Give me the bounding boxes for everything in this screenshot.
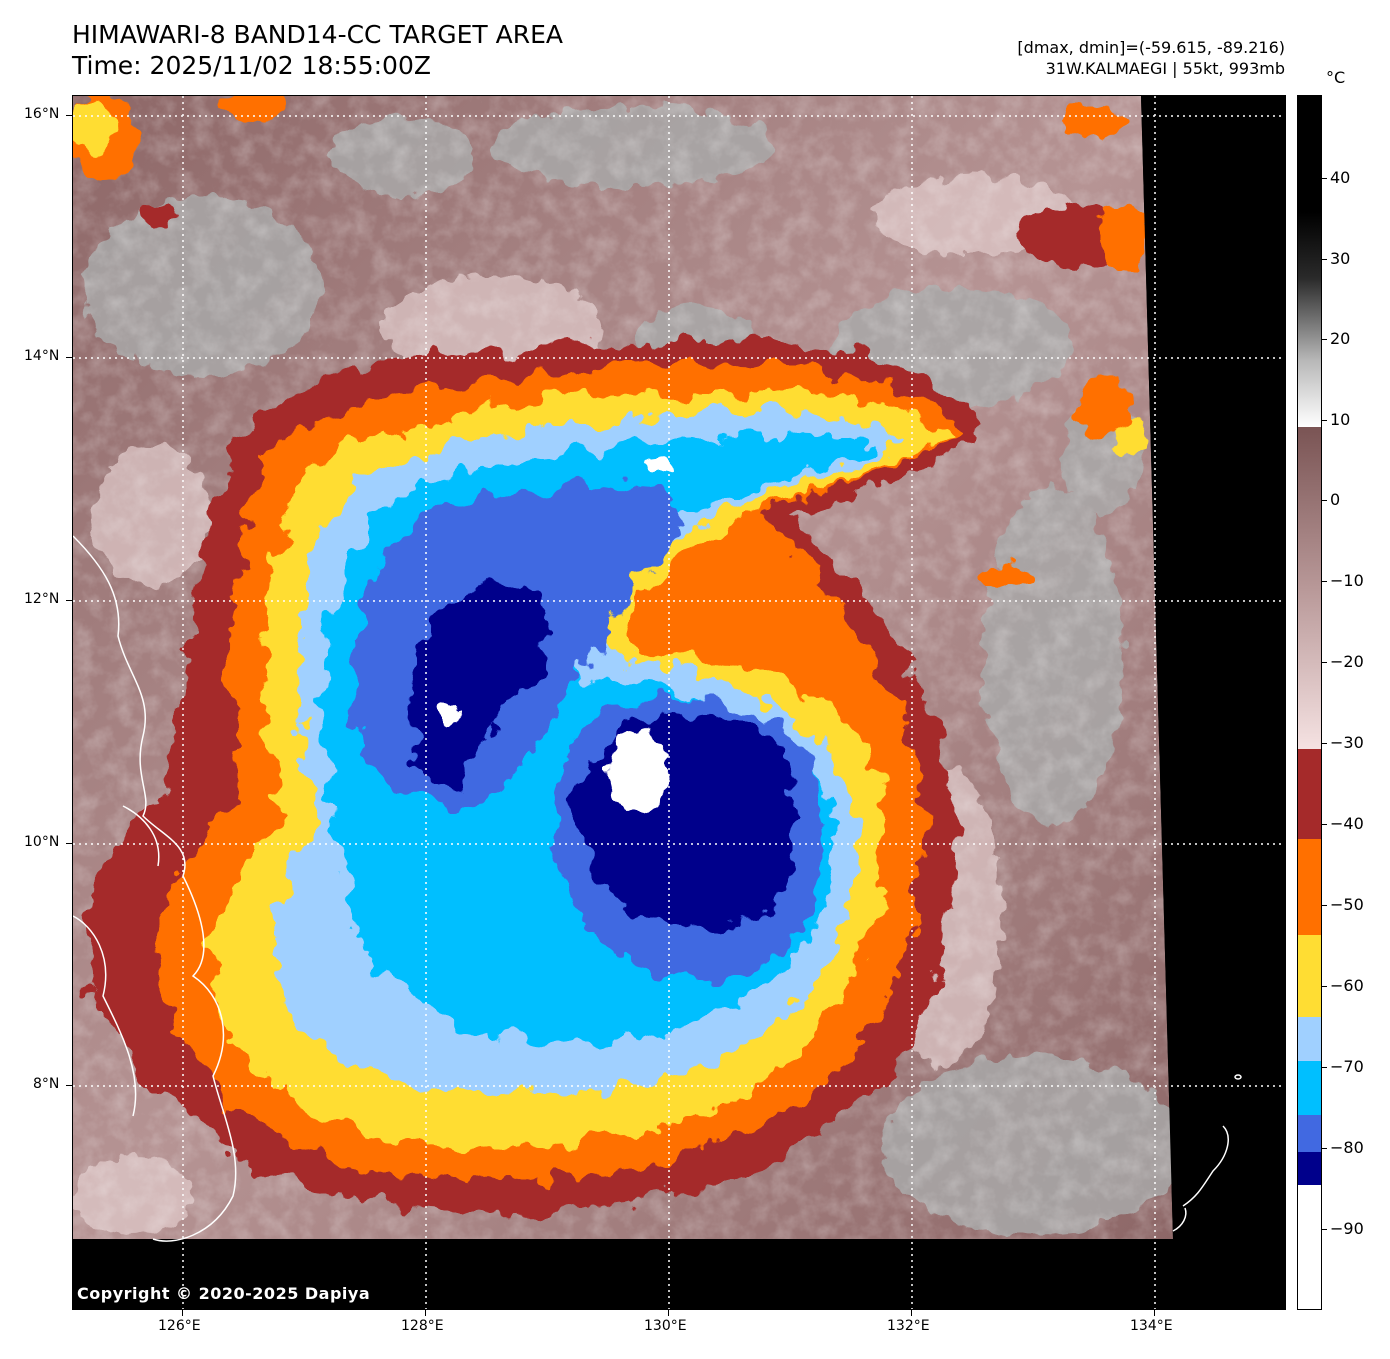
colorbar-tick [1322,178,1327,179]
lat-tick-mark [66,115,72,116]
colorbar-tick [1322,1067,1327,1068]
lon-label-134e: 134°E [1130,1318,1173,1334]
colorbar-unit: °C [1326,68,1346,87]
colorbar-label: −20 [1330,652,1364,671]
colorbar-label: −50 [1330,895,1364,914]
lon-tick-mark [911,1310,912,1316]
lon-tick-mark [1154,1310,1155,1316]
lat-tick-mark [66,600,72,601]
lon-label-130e: 130°E [644,1318,687,1334]
lat-lon-gridlines [73,96,1285,1309]
colorbar-tick [1322,824,1327,825]
colorbar-label: −30 [1330,733,1364,752]
colorbar-label: 30 [1330,249,1351,268]
lat-label-12n: 12°N [24,591,60,607]
colorbar-tick [1322,500,1327,501]
colorbar-tick [1322,420,1327,421]
lon-tick-mark [182,1310,183,1316]
lat-label-8n: 8°N [33,1076,60,1092]
lat-tick-mark [66,1085,72,1086]
colorbar-tick [1322,1148,1327,1149]
satellite-image-map [72,95,1286,1310]
colorbar-label: −70 [1330,1057,1364,1076]
colorbar-label: −80 [1330,1138,1364,1157]
lon-label-132e: 132°E [887,1318,930,1334]
colorbar-tick [1322,581,1327,582]
lat-tick-mark [66,357,72,358]
colorbar-label: −60 [1330,976,1364,995]
colorbar-tick [1322,743,1327,744]
chart-title: HIMAWARI-8 BAND14-CC TARGET AREA [72,20,564,49]
colorbar-label: 40 [1330,168,1351,187]
colorbar-label: 20 [1330,329,1351,348]
storm-info-text: 31W.KALMAEGI | 55kt, 993mb [1045,59,1285,78]
typhoon-cloud-shield [86,340,984,1214]
colorbar-tick [1322,986,1327,987]
colorbar-tick [1322,339,1327,340]
colorbar-label: 0 [1330,490,1341,509]
no-data-region-right [1141,96,1285,1239]
colorbar-label: −10 [1330,571,1364,590]
satellite-image-svg [73,96,1285,1309]
temperature-colorbar [1297,95,1322,1310]
colorbar-tick [1322,1229,1327,1230]
lon-label-128e: 128°E [401,1318,444,1334]
colorbar-tick [1322,259,1327,260]
lat-tick-mark [66,843,72,844]
no-data-region-bottom [73,1239,1285,1309]
temperature-range-text: [dmax, dmin]=(-59.615, -89.216) [1017,38,1285,57]
lat-label-16n: 16°N [24,106,60,122]
lon-label-126e: 126°E [158,1318,201,1334]
colorbar-label: 10 [1330,410,1351,429]
colorbar-label: −40 [1330,814,1364,833]
colorbar-label: −90 [1330,1219,1364,1238]
lon-tick-mark [425,1310,426,1316]
lat-label-10n: 10°N [24,834,60,850]
timestamp-title: Time: 2025/11/02 18:55:00Z [72,51,431,80]
lon-tick-mark [668,1310,669,1316]
colorbar-tick [1322,662,1327,663]
lat-label-14n: 14°N [24,348,60,364]
copyright-text: Copyright © 2020-2025 Dapiya [77,1284,371,1303]
colorbar-tick [1322,905,1327,906]
coastlines [73,535,1242,1242]
